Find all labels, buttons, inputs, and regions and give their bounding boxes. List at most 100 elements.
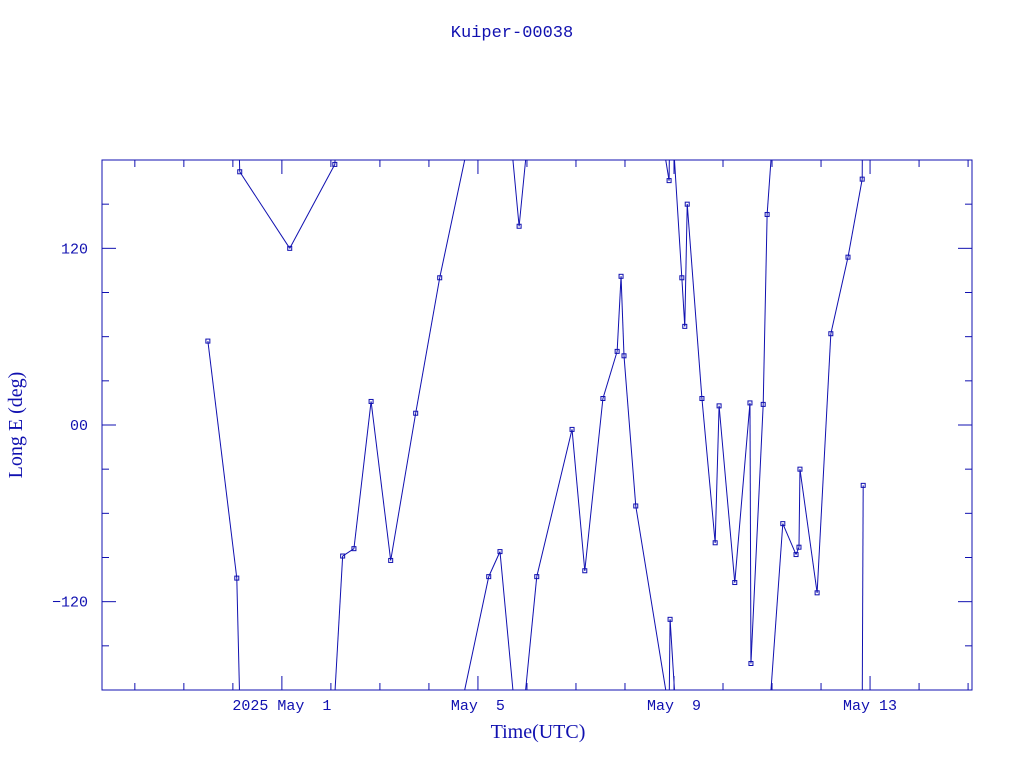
connector-line bbox=[714, 405, 720, 543]
point-marker bbox=[621, 353, 627, 359]
x-tick-label: May 9 bbox=[647, 698, 701, 715]
y-tick-label: 120 bbox=[61, 241, 88, 258]
point-marker bbox=[667, 616, 673, 622]
connector-line bbox=[207, 341, 238, 579]
point-marker bbox=[793, 552, 799, 558]
connector-line bbox=[602, 351, 618, 399]
connector-line bbox=[750, 404, 764, 664]
point-marker bbox=[368, 398, 374, 404]
connector-line bbox=[236, 578, 240, 691]
point-marker bbox=[712, 540, 718, 546]
connector-line bbox=[830, 257, 849, 334]
connector-line bbox=[518, 159, 527, 227]
connector-line bbox=[289, 164, 336, 249]
point-marker bbox=[287, 245, 293, 251]
point-marker bbox=[732, 580, 738, 586]
point-marker bbox=[633, 503, 639, 509]
point-marker bbox=[682, 323, 688, 329]
connector-line bbox=[816, 333, 832, 593]
connector-line bbox=[571, 429, 586, 571]
point-marker bbox=[684, 201, 690, 207]
point-marker bbox=[764, 211, 770, 217]
point-marker bbox=[699, 396, 705, 401]
connector-line bbox=[861, 485, 864, 691]
point-marker bbox=[860, 482, 866, 488]
connector-line bbox=[847, 179, 863, 258]
connector-line bbox=[620, 276, 625, 356]
point-marker bbox=[534, 574, 540, 580]
connector-line bbox=[439, 159, 466, 278]
connector-line bbox=[390, 413, 417, 561]
point-marker bbox=[780, 521, 786, 527]
connector-line bbox=[623, 355, 637, 507]
point-marker bbox=[859, 176, 865, 182]
connector-line bbox=[766, 159, 772, 215]
connector-line bbox=[525, 576, 538, 691]
point-marker bbox=[351, 546, 357, 552]
connector-line bbox=[536, 429, 573, 577]
connector-line bbox=[718, 405, 736, 583]
point-marker bbox=[666, 178, 672, 184]
connector-line bbox=[734, 402, 751, 583]
point-marker bbox=[413, 410, 419, 416]
point-marker bbox=[497, 549, 503, 555]
chart-title: Kuiper-00038 bbox=[451, 24, 573, 43]
connector-line bbox=[239, 171, 291, 249]
connector-line bbox=[669, 619, 675, 691]
point-marker bbox=[388, 557, 394, 563]
connector-line bbox=[464, 576, 490, 691]
connector-line bbox=[584, 398, 604, 571]
point-marker bbox=[569, 426, 575, 432]
point-marker bbox=[618, 273, 624, 279]
connector-line bbox=[701, 398, 716, 543]
point-marker bbox=[437, 275, 443, 281]
connector-line bbox=[488, 551, 501, 577]
connector-line bbox=[665, 159, 670, 181]
x-tick-label: May 13 bbox=[843, 698, 897, 715]
y-tick-label: 00 bbox=[70, 418, 88, 435]
point-marker bbox=[679, 275, 685, 281]
point-marker bbox=[486, 574, 492, 580]
point-marker bbox=[516, 223, 522, 229]
connector-line bbox=[512, 159, 520, 227]
connector-line bbox=[684, 204, 688, 327]
point-marker bbox=[234, 575, 240, 581]
y-axis-label: Long E (deg) bbox=[5, 372, 27, 479]
point-marker bbox=[828, 331, 834, 337]
connector-line bbox=[499, 551, 514, 691]
connector-line bbox=[681, 277, 686, 327]
x-tick-label: May 5 bbox=[451, 698, 505, 715]
connector-line bbox=[749, 402, 752, 664]
connector-line bbox=[668, 619, 671, 691]
connector-line bbox=[353, 401, 372, 549]
connector-line bbox=[799, 469, 818, 593]
point-marker bbox=[796, 544, 802, 550]
connector-line bbox=[686, 204, 703, 399]
connector-line bbox=[616, 276, 622, 352]
point-marker bbox=[814, 590, 820, 596]
point-marker bbox=[340, 553, 346, 559]
point-marker bbox=[760, 401, 766, 407]
connector-line bbox=[782, 523, 797, 555]
point-marker bbox=[797, 466, 803, 472]
connector-line bbox=[795, 547, 800, 555]
point-marker bbox=[332, 161, 338, 167]
connector-line bbox=[673, 159, 683, 278]
connector-line bbox=[415, 277, 441, 414]
point-marker bbox=[237, 169, 243, 175]
point-marker bbox=[582, 568, 588, 574]
x-axis-label: Time(UTC) bbox=[491, 721, 586, 743]
connector-line bbox=[798, 469, 801, 548]
point-marker bbox=[614, 348, 620, 354]
point-marker bbox=[748, 661, 754, 666]
point-marker bbox=[845, 254, 851, 260]
y-tick-label: −120 bbox=[52, 595, 88, 612]
connector-line bbox=[635, 505, 667, 691]
point-marker bbox=[716, 403, 722, 409]
point-marker bbox=[747, 400, 753, 406]
x-tick-label: 2025 May 1 bbox=[232, 698, 331, 715]
connector-line bbox=[762, 214, 768, 405]
point-marker bbox=[600, 396, 606, 401]
